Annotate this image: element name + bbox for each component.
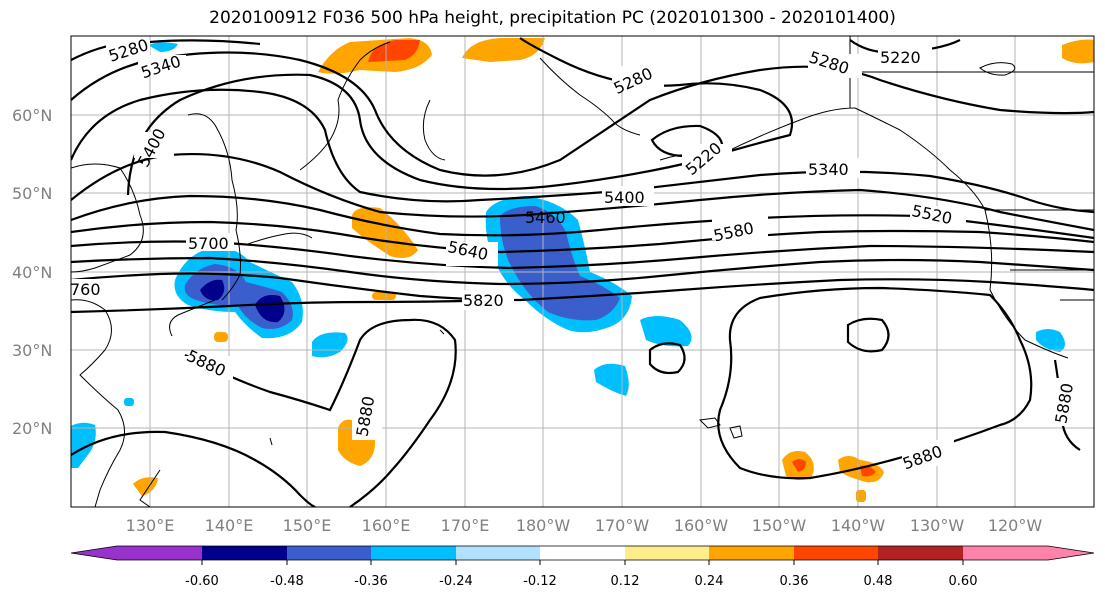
precip-negative-core (255, 295, 285, 323)
contour-label: 760 (70, 280, 101, 299)
colorbar-tick-label: -0.48 (270, 574, 304, 589)
lon-label: 150°E (283, 516, 332, 535)
colorbar-swatch (625, 546, 709, 560)
lat-label: 50°N (12, 184, 52, 203)
colorbar-swatch (202, 546, 287, 560)
lon-label: 150°W (752, 516, 807, 535)
colorbar-swatch (709, 546, 794, 560)
precip-negative-area (594, 363, 629, 396)
lon-label: 140°W (831, 516, 886, 535)
contour-line (71, 88, 1094, 214)
map-title: 2020100912 F036 500 hPa height, precipit… (209, 8, 896, 28)
map-panel: 5280 5340 5400 5700 760 5880 5880 5640 5… (70, 36, 1094, 507)
lat-label: 40°N (12, 263, 52, 282)
lon-label: 130°E (126, 516, 175, 535)
contour-line (71, 430, 316, 507)
contour-label: 5400 (604, 188, 645, 207)
precip-negative-core (200, 279, 225, 301)
colorbar-swatch (878, 546, 963, 560)
precip-positive-area (462, 38, 545, 62)
precip-positive-area (1062, 39, 1094, 64)
colorbar-tick-label: -0.60 (185, 574, 219, 589)
colorbar-tick-label: -0.12 (523, 574, 557, 589)
contour-line (71, 220, 1094, 254)
precip-positive-area (214, 332, 228, 342)
contour-line (126, 37, 794, 196)
colorbar-swatch (117, 546, 202, 560)
colorbar-swatch (71, 546, 117, 560)
precip-negative-area (124, 398, 134, 406)
contour-line (71, 272, 1094, 302)
colorbar-tick-label: 0.12 (611, 574, 640, 589)
colorbar-swatch (963, 546, 1048, 560)
contour-line (71, 256, 1094, 286)
colorbar-swatch (540, 546, 625, 560)
lat-label: 20°N (12, 419, 52, 438)
contour-line (717, 286, 1033, 480)
precip-negative-area (640, 316, 692, 347)
colorbar-swatch (1048, 546, 1094, 560)
colorbar-tick-label: 0.48 (864, 574, 893, 589)
colorbar-swatch (456, 546, 540, 560)
contour-label: 5700 (188, 234, 229, 253)
contour-line (71, 39, 261, 61)
colorbar-tick-label: 0.36 (780, 574, 809, 589)
lon-label: 180°W (516, 516, 571, 535)
precip-negative-area (71, 422, 96, 468)
contour-label: 5220 (880, 48, 921, 67)
colorbar-tick-label: -0.24 (439, 574, 473, 589)
colorbar-tick-label: 0.24 (695, 574, 724, 589)
contour-line (846, 317, 890, 353)
precip-positive-core (860, 465, 876, 477)
precip-positive-area (352, 207, 418, 258)
colorbar-swatch (371, 546, 456, 560)
lat-label: 60°N (12, 106, 52, 125)
lat-labels: 60°N 50°N 40°N 30°N 20°N (12, 106, 52, 438)
precip-positive-core (792, 459, 806, 472)
coastlines (71, 36, 1094, 507)
lon-label: 170°E (441, 516, 490, 535)
lon-label: 160°E (362, 516, 411, 535)
lon-labels: 130°E 140°E 150°E 160°E 170°E 180°W 170°… (126, 516, 1043, 535)
lon-label: 130°W (910, 516, 965, 535)
colorbar-tick-label: -0.36 (354, 574, 388, 589)
colorbar: -0.60 -0.48 -0.36 -0.24 -0.12 0.12 0.24 … (70, 545, 1095, 589)
lon-label: 140°E (205, 516, 254, 535)
contour-line (184, 318, 457, 507)
lon-label: 120°W (988, 516, 1043, 535)
lon-label: 160°W (674, 516, 729, 535)
precip-negative-area (1036, 329, 1065, 352)
lon-label: 170°W (595, 516, 650, 535)
contour-line (648, 342, 686, 375)
precip-negative-area (312, 332, 348, 358)
colorbar-swatch (287, 546, 371, 560)
contour-label: 5820 (463, 291, 504, 310)
contour-label: 5340 (808, 160, 849, 179)
height-contours (71, 37, 1094, 507)
contour-line (71, 51, 1094, 177)
precip-positive-area (372, 292, 396, 300)
contour-label: 5460 (525, 208, 566, 227)
graticule (71, 36, 1094, 507)
lat-label: 30°N (12, 341, 52, 360)
contour-line (71, 298, 501, 314)
map-border (70, 35, 1095, 508)
colorbar-swatch (794, 546, 878, 560)
contour-line (71, 152, 1094, 232)
colorbar-tick-label: 0.60 (949, 574, 978, 589)
precip-negative-area (148, 42, 178, 52)
